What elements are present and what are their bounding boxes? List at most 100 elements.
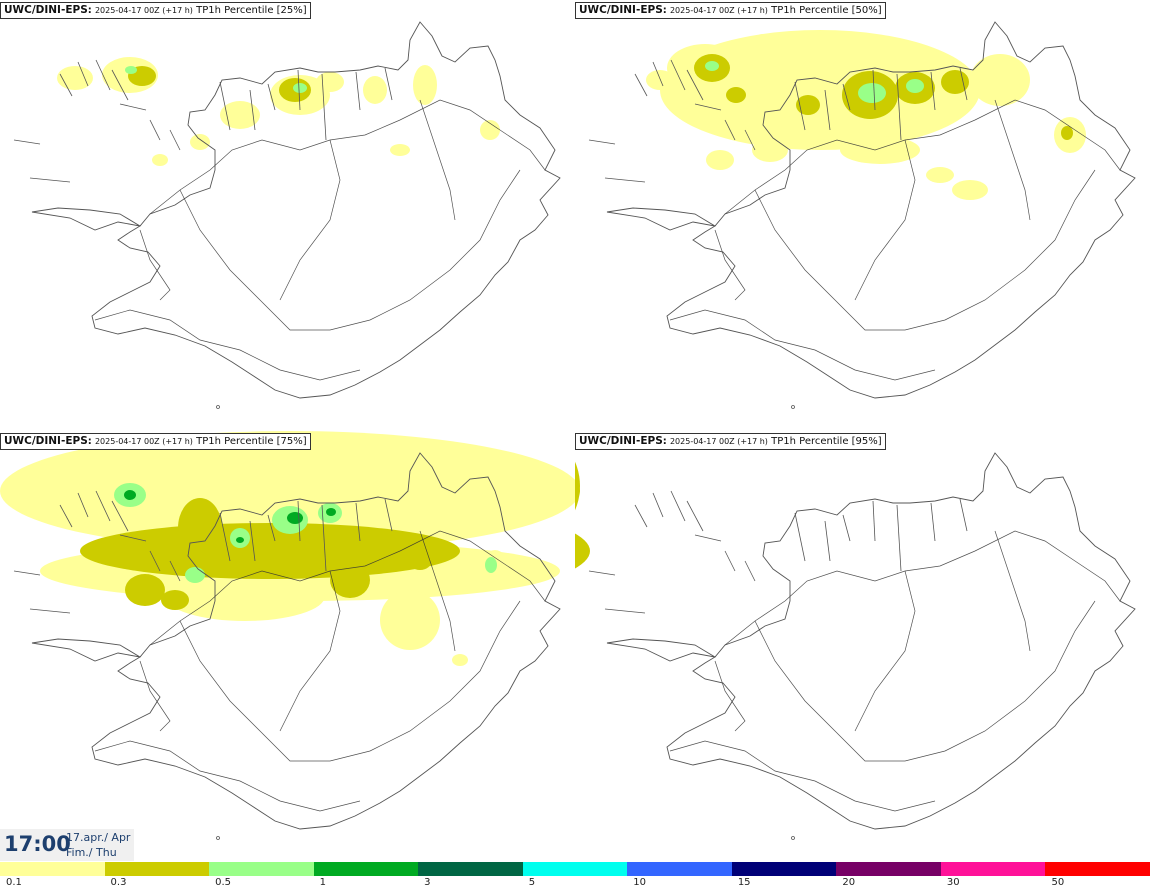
precip-area bbox=[287, 512, 303, 524]
colorbar-tick-labels: 0.1 0.3 0.5 1 3 5 10 15 20 30 50 bbox=[0, 876, 1150, 891]
precip-area bbox=[57, 66, 93, 90]
precip-area bbox=[952, 180, 988, 200]
precip-area bbox=[413, 65, 437, 105]
precip-area bbox=[124, 490, 136, 500]
model-name: UWC/DINI-EPS bbox=[579, 435, 663, 447]
run-time: 2025-04-17 00Z (+17 h) bbox=[94, 437, 193, 446]
precip-area bbox=[646, 70, 674, 90]
colorbar-tick: 0.3 bbox=[110, 877, 127, 888]
coastline bbox=[588, 452, 1136, 840]
precip-area bbox=[796, 95, 820, 115]
colorbar-segment bbox=[627, 862, 732, 876]
precip-area bbox=[756, 82, 804, 118]
precip-area bbox=[575, 461, 580, 511]
precip-area bbox=[58, 487, 102, 523]
precip-area bbox=[330, 562, 370, 598]
valid-date: 17.apr./ Apr bbox=[66, 831, 131, 844]
panel-title: UWC/DINI-EPS: 2025-04-17 00Z (+17 h) TP1… bbox=[0, 2, 311, 19]
field-name: TP1h Percentile [75%] bbox=[196, 436, 307, 447]
colorbar-tick: 1 bbox=[319, 877, 326, 888]
colorbar-tick: 0.5 bbox=[215, 877, 231, 888]
precip-area bbox=[190, 134, 210, 150]
precip-area bbox=[326, 508, 336, 516]
colorbar-segment bbox=[104, 862, 210, 876]
precip-area bbox=[452, 654, 468, 666]
map-panel-p25: UWC/DINI-EPS: 2025-04-17 00Z (+17 h) TP1… bbox=[0, 0, 575, 430]
precip-area bbox=[125, 66, 137, 74]
panel-title: UWC/DINI-EPS: 2025-04-17 00Z (+17 h) TP1… bbox=[0, 433, 311, 450]
colorbar-segment bbox=[940, 862, 1046, 876]
precip-area bbox=[165, 571, 325, 621]
precip-area bbox=[480, 120, 500, 140]
precip-area bbox=[1061, 126, 1073, 140]
model-name: UWC/DINI-EPS bbox=[579, 4, 663, 16]
colorbar-tick: 0.1 bbox=[6, 877, 22, 888]
precip-area bbox=[125, 574, 165, 606]
map-panel-p95: UWC/DINI-EPS: 2025-04-17 00Z (+17 h) TP1… bbox=[575, 431, 1150, 861]
precip-area bbox=[220, 101, 260, 129]
precipitation-colorbar bbox=[0, 862, 1150, 876]
precip-area bbox=[858, 83, 886, 103]
road-network bbox=[94, 530, 546, 812]
colorbar-tick: 50 bbox=[1051, 877, 1065, 888]
precip-area bbox=[185, 567, 205, 583]
valid-weekday: Fim./ Thu bbox=[66, 846, 117, 859]
coastline bbox=[13, 452, 561, 840]
precip-area bbox=[316, 72, 344, 92]
precip-area bbox=[408, 550, 432, 570]
run-time: 2025-04-17 00Z (+17 h) bbox=[669, 6, 768, 15]
precip-area bbox=[236, 537, 244, 543]
precipitation-map bbox=[13, 21, 561, 409]
precipitation-field bbox=[57, 57, 500, 166]
precip-area bbox=[178, 498, 222, 558]
precip-area bbox=[705, 61, 719, 71]
colorbar-tick: 20 bbox=[842, 877, 856, 888]
precip-area bbox=[726, 87, 746, 103]
precip-area bbox=[752, 138, 788, 162]
colorbar-segment bbox=[836, 862, 941, 876]
colorbar-tick: 10 bbox=[633, 877, 646, 888]
precipitation-field bbox=[575, 461, 590, 569]
colorbar-tick: 5 bbox=[528, 877, 536, 888]
precip-area bbox=[840, 136, 920, 164]
field-name: TP1h Percentile [25%] bbox=[196, 5, 307, 16]
precip-area bbox=[293, 83, 307, 93]
map-panel-p50: UWC/DINI-EPS: 2025-04-17 00Z (+17 h) TP1… bbox=[575, 0, 1150, 430]
precip-area bbox=[152, 154, 168, 166]
road-network bbox=[669, 99, 1121, 381]
colorbar-segment bbox=[0, 862, 105, 876]
precipitation-field bbox=[0, 431, 575, 666]
panel-title: UWC/DINI-EPS: 2025-04-17 00Z (+17 h) TP1… bbox=[575, 2, 886, 19]
precip-area bbox=[380, 590, 440, 650]
precipitation-map bbox=[588, 21, 1136, 409]
model-name: UWC/DINI-EPS bbox=[4, 435, 88, 447]
map-panel-p75: UWC/DINI-EPS: 2025-04-17 00Z (+17 h) TP1… bbox=[0, 431, 575, 861]
precip-area bbox=[80, 523, 460, 579]
panel-title: UWC/DINI-EPS: 2025-04-17 00Z (+17 h) TP1… bbox=[575, 433, 886, 450]
precip-area bbox=[0, 431, 575, 551]
colorbar-segment bbox=[522, 862, 628, 876]
precip-area bbox=[390, 144, 410, 156]
precip-area bbox=[161, 590, 189, 610]
valid-clock: 17:00 bbox=[4, 832, 71, 856]
precip-area bbox=[706, 150, 734, 170]
colorbar-segment bbox=[418, 862, 523, 876]
precip-area bbox=[926, 167, 954, 183]
precip-area bbox=[363, 76, 387, 104]
colorbar-tick: 15 bbox=[737, 877, 751, 888]
precip-area bbox=[485, 557, 497, 573]
colorbar-tick: 30 bbox=[946, 877, 960, 888]
precip-area bbox=[970, 54, 1030, 106]
coastline bbox=[588, 21, 1136, 409]
road-network bbox=[669, 530, 1121, 812]
coastline bbox=[13, 21, 561, 409]
precip-area bbox=[575, 533, 590, 569]
precipitation-map bbox=[0, 431, 575, 840]
colorbar-segment bbox=[209, 862, 314, 876]
model-name: UWC/DINI-EPS bbox=[4, 4, 88, 16]
run-time: 2025-04-17 00Z (+17 h) bbox=[669, 437, 768, 446]
colorbar-segment bbox=[313, 862, 419, 876]
colorbar-segment bbox=[1045, 862, 1150, 876]
valid-time-box: 17:00 17.apr./ Apr Fim./ Thu bbox=[0, 829, 134, 861]
run-time: 2025-04-17 00Z (+17 h) bbox=[94, 6, 193, 15]
